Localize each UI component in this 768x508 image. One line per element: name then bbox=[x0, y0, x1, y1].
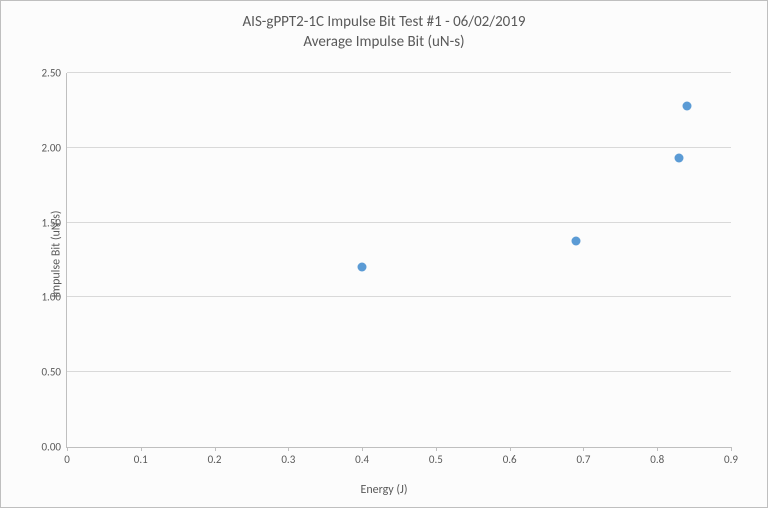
data-point bbox=[358, 263, 367, 272]
x-tick-label: 0.6 bbox=[503, 447, 517, 466]
x-tick-label: 0.4 bbox=[355, 447, 369, 466]
chart-title-line1: AIS-gPPT2-1C Impulse Bit Test #1 - 06/02… bbox=[1, 13, 767, 31]
x-tick-label: 0.8 bbox=[650, 447, 664, 466]
y-tick-label: 2.50 bbox=[32, 67, 67, 80]
data-point bbox=[675, 154, 684, 163]
gridline-horizontal bbox=[67, 296, 731, 297]
gridline-horizontal bbox=[67, 371, 731, 372]
chart-title-block: AIS-gPPT2-1C Impulse Bit Test #1 - 06/02… bbox=[1, 1, 767, 51]
x-tick-label: 0 bbox=[64, 447, 70, 466]
plot-area: 0.000.501.001.502.002.5000.10.20.30.40.5… bbox=[66, 73, 731, 448]
x-tick-label: 0.9 bbox=[724, 447, 738, 466]
x-tick-label: 0.7 bbox=[576, 447, 590, 466]
y-tick-label: 2.00 bbox=[32, 141, 67, 154]
data-point bbox=[572, 236, 581, 245]
gridline-horizontal bbox=[67, 147, 731, 148]
y-tick-label: 1.50 bbox=[32, 216, 67, 229]
y-tick-label: 0.50 bbox=[32, 366, 67, 379]
y-tick-label: 0.00 bbox=[32, 441, 67, 454]
gridline-horizontal bbox=[67, 72, 731, 73]
x-tick-label: 0.3 bbox=[281, 447, 295, 466]
x-tick-label: 0.5 bbox=[429, 447, 443, 466]
x-tick-label: 0.2 bbox=[208, 447, 222, 466]
data-point bbox=[682, 101, 691, 110]
y-tick-label: 1.00 bbox=[32, 291, 67, 304]
chart-container: AIS-gPPT2-1C Impulse Bit Test #1 - 06/02… bbox=[1, 1, 767, 507]
x-tick-label: 0.1 bbox=[134, 447, 148, 466]
x-axis-title: Energy (J) bbox=[360, 483, 407, 497]
gridline-horizontal bbox=[67, 222, 731, 223]
chart-title-line2: Average Impulse Bit (uN-s) bbox=[1, 33, 767, 51]
